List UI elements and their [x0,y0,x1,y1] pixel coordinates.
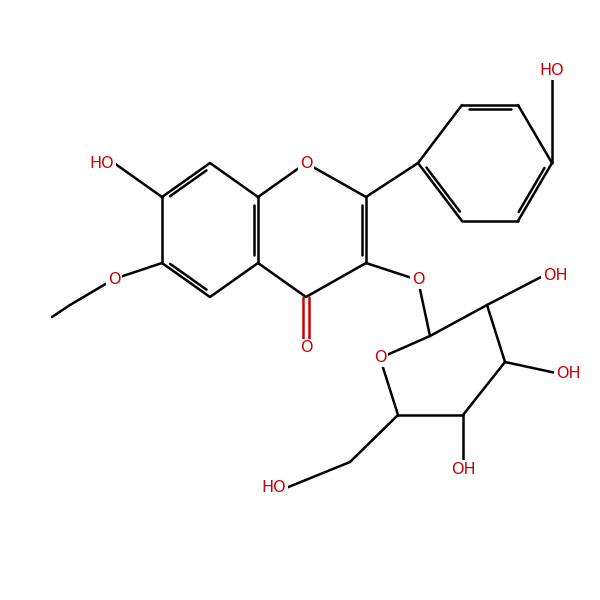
Text: O: O [300,155,312,170]
Text: HO: HO [539,63,565,78]
Text: HO: HO [89,155,114,170]
Text: OH: OH [451,462,475,477]
Text: HO: HO [262,481,286,496]
Text: OH: OH [543,269,568,283]
Text: O: O [108,271,120,286]
Text: OH: OH [556,365,581,380]
Text: O: O [300,340,312,355]
Text: O: O [412,272,424,287]
Text: O: O [374,350,386,365]
